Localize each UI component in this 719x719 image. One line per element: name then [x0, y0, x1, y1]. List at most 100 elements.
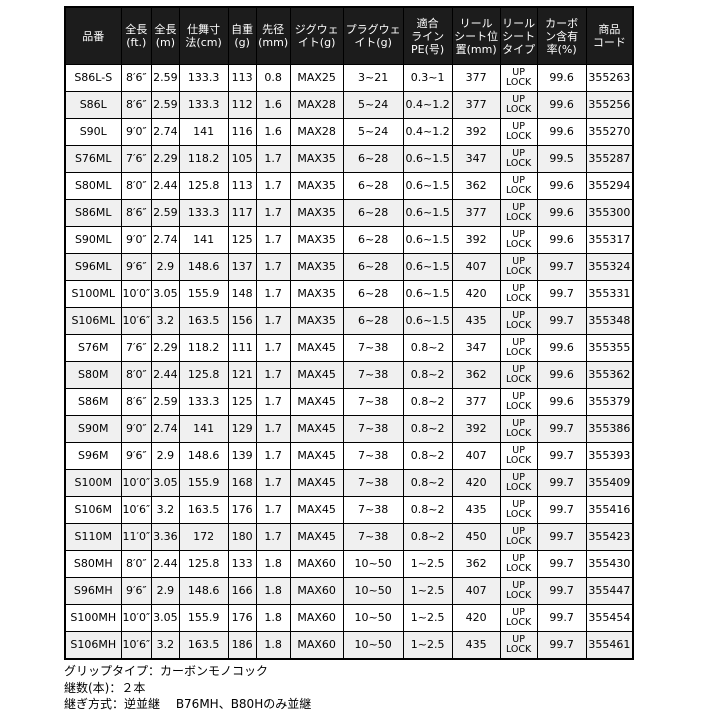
table-cell: 0.8~2: [402, 469, 453, 497]
table-row: S80MH 8′0″ 2.44 125.8 133 1.8 MAX60 10~50 1~2.5 3…: [64, 550, 634, 578]
table-cell: 99.7: [536, 415, 587, 443]
column-header: リール シート タイプ: [499, 6, 538, 65]
table-cell: 0.6~1.5: [402, 145, 453, 173]
table-cell: 99.7: [536, 253, 587, 281]
table-cell: MAX35: [289, 199, 344, 227]
table-cell: MAX60: [289, 577, 344, 605]
table-cell: 355416: [585, 496, 634, 524]
table-cell: MAX45: [289, 496, 344, 524]
table-cell: UP LOCK: [499, 415, 538, 443]
table-cell: 141: [178, 415, 229, 443]
table-cell: UP LOCK: [499, 388, 538, 416]
table-cell: 148.6: [178, 577, 229, 605]
table-cell: UP LOCK: [499, 172, 538, 200]
column-header: 品番: [64, 6, 122, 65]
table-cell: 2.59: [151, 64, 180, 92]
table-cell: 3.2: [151, 631, 180, 660]
table-cell: 99.6: [536, 226, 587, 254]
table-cell: 99.6: [536, 388, 587, 416]
table-cell: 8′6″: [120, 199, 153, 227]
model-number-cell: S106ML: [64, 307, 122, 335]
table-cell: 99.7: [536, 280, 587, 308]
table-cell: 0.8: [255, 64, 291, 92]
table-cell: 355324: [585, 253, 634, 281]
model-number-cell: S86ML: [64, 199, 122, 227]
table-cell: 420: [451, 469, 501, 497]
column-header: 適合 ライン PE(号): [402, 6, 453, 65]
table-cell: MAX35: [289, 172, 344, 200]
table-cell: 355270: [585, 118, 634, 146]
table-cell: 7~38: [342, 361, 404, 389]
table-cell: 99.6: [536, 361, 587, 389]
table-cell: 2.9: [151, 442, 180, 470]
table-cell: UP LOCK: [499, 550, 538, 578]
model-number-cell: S76M: [64, 334, 122, 362]
table-cell: 129: [227, 415, 257, 443]
table-cell: 1.7: [255, 388, 291, 416]
table-cell: 148.6: [178, 253, 229, 281]
model-number-cell: S86M: [64, 388, 122, 416]
table-row: S76M 7′6″ 2.29 118.2 111 1.7 MAX45 7~38 0.8~2 347…: [64, 334, 634, 362]
table-cell: 1.8: [255, 577, 291, 605]
table-cell: 407: [451, 442, 501, 470]
table-cell: 139: [227, 442, 257, 470]
table-cell: 6~28: [342, 307, 404, 335]
table-cell: 10~50: [342, 604, 404, 632]
table-cell: 347: [451, 334, 501, 362]
table-row: S106M 10′6″ 3.2 163.5 176 1.7 MAX45 7~38 0.8~2 43…: [64, 496, 634, 524]
table-cell: 355454: [585, 604, 634, 632]
table-row: S100MH 10′0″ 3.05 155.9 176 1.8 MAX60 10~50 1~2.…: [64, 604, 634, 632]
table-cell: 2.74: [151, 226, 180, 254]
table-cell: 1.7: [255, 334, 291, 362]
table-cell: 2.59: [151, 199, 180, 227]
table-cell: MAX25: [289, 64, 344, 92]
table-cell: 377: [451, 64, 501, 92]
table-cell: 355423: [585, 523, 634, 551]
table-row: S96ML 9′6″ 2.9 148.6 137 1.7 MAX35 6~28 0.6~1.5 4…: [64, 253, 634, 281]
table-cell: 1.7: [255, 253, 291, 281]
table-cell: 125.8: [178, 550, 229, 578]
table-cell: UP LOCK: [499, 226, 538, 254]
model-number-cell: S100ML: [64, 280, 122, 308]
model-number-cell: S80ML: [64, 172, 122, 200]
table-cell: 99.6: [536, 172, 587, 200]
table-cell: 1.7: [255, 226, 291, 254]
table-cell: 9′6″: [120, 442, 153, 470]
table-cell: 1.8: [255, 604, 291, 632]
table-cell: 163.5: [178, 307, 229, 335]
table-cell: 2.44: [151, 361, 180, 389]
table-cell: 155.9: [178, 280, 229, 308]
table-cell: 7~38: [342, 388, 404, 416]
table-cell: 8′6″: [120, 64, 153, 92]
table-cell: 377: [451, 199, 501, 227]
table-cell: 5~24: [342, 91, 404, 119]
table-cell: 0.4~1.2: [402, 91, 453, 119]
note-joint-type: 継ぎ方式：逆並継 B76MH、B80Hのみ並継: [64, 697, 312, 711]
table-cell: 0.6~1.5: [402, 199, 453, 227]
table-cell: 156: [227, 307, 257, 335]
table-cell: 163.5: [178, 496, 229, 524]
table-row: S86ML 8′6″ 2.59 133.3 117 1.7 MAX35 6~28 0.6~1.5…: [64, 199, 634, 227]
table-cell: 1.7: [255, 496, 291, 524]
table-cell: 0.6~1.5: [402, 280, 453, 308]
table-cell: 125.8: [178, 172, 229, 200]
table-cell: UP LOCK: [499, 91, 538, 119]
table-body: S86L-S 8′6″ 2.59 133.3 113 0.8 MAX25 3~21 0.3~1 3…: [64, 64, 634, 660]
table-cell: 1~2.5: [402, 577, 453, 605]
column-header: 全長 (m): [151, 6, 180, 65]
table-cell: 11′0″: [120, 523, 153, 551]
table-cell: 355386: [585, 415, 634, 443]
table-cell: 377: [451, 91, 501, 119]
table-row: S80ML 8′0″ 2.44 125.8 113 1.7 MAX35 6~28 0.6~1.5…: [64, 172, 634, 200]
table-cell: 7~38: [342, 415, 404, 443]
table-cell: 407: [451, 253, 501, 281]
table-cell: UP LOCK: [499, 145, 538, 173]
table-cell: 1.7: [255, 307, 291, 335]
table-cell: UP LOCK: [499, 334, 538, 362]
table-cell: 155.9: [178, 469, 229, 497]
table-cell: 7′6″: [120, 145, 153, 173]
footer-notes: グリップタイプ：カーボンモノコック 継数(本)：２本 継ぎ方式：逆並継 B76M…: [64, 663, 311, 713]
table-cell: 163.5: [178, 631, 229, 660]
table-cell: 99.5: [536, 145, 587, 173]
table-cell: UP LOCK: [499, 631, 538, 660]
